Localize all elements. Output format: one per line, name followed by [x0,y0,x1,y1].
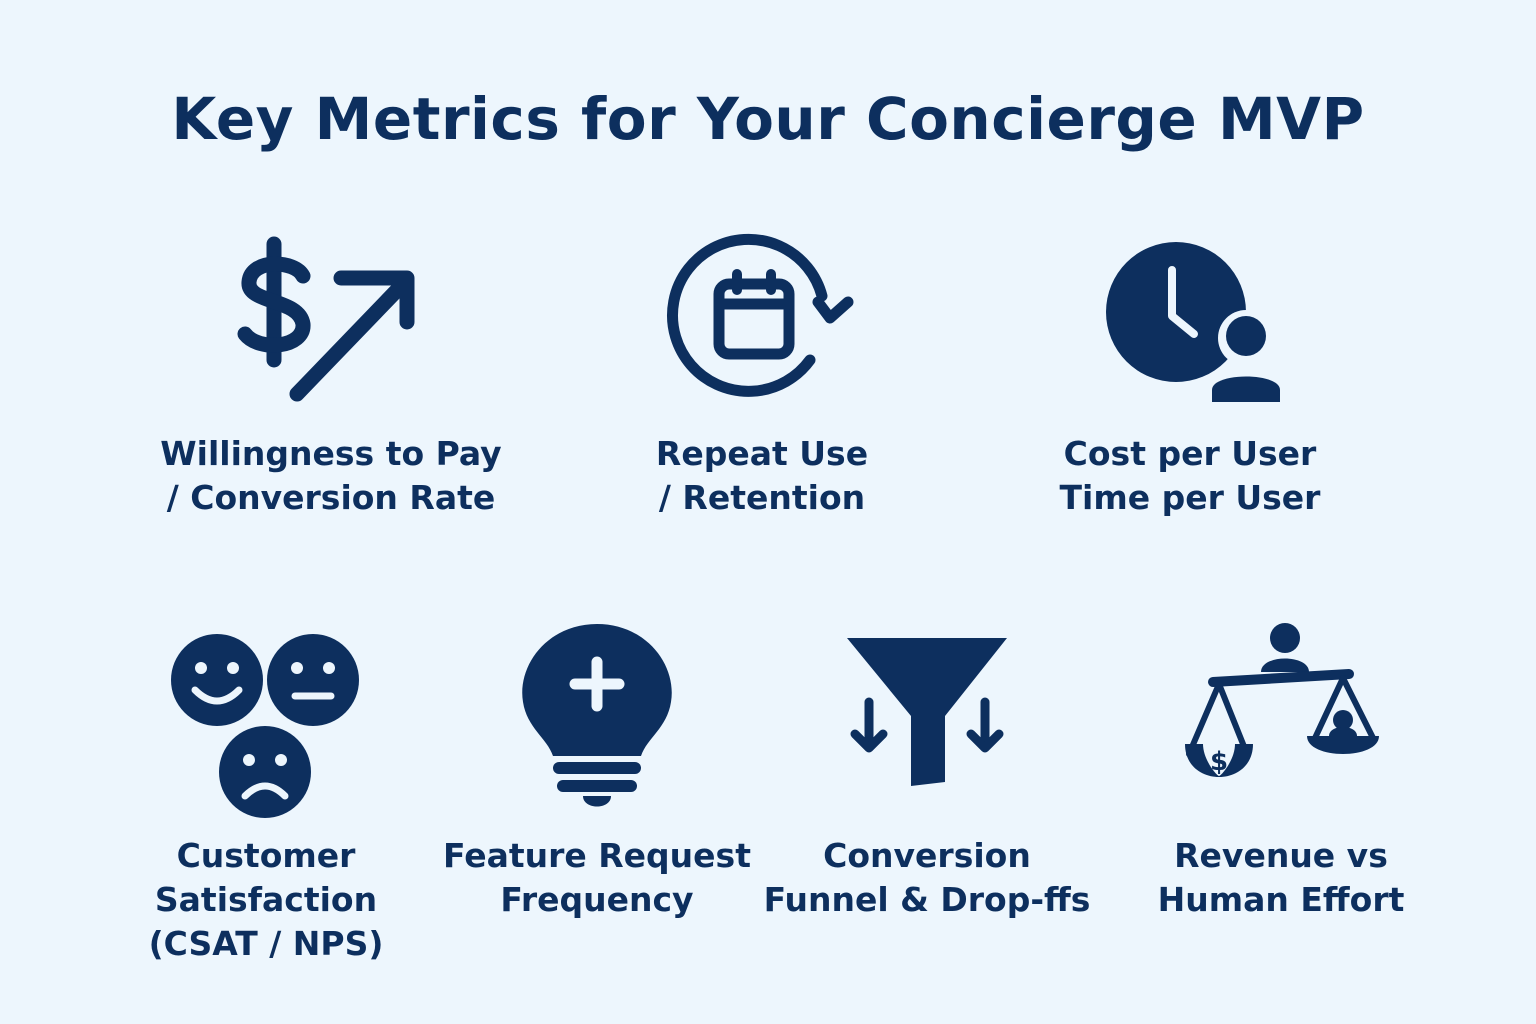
metric-label-line: Human Effort [1157,880,1405,919]
metric-label-line: / Conversion Rate [166,478,496,517]
lightbulb-plus-icon [522,624,672,807]
metric-customer-satisfaction: Customer Satisfaction (CSAT / NPS) [86,620,446,966]
metric-label-line: Willingness to Pay [160,434,502,473]
metric-revenue-vs-human-effort: $ Revenue vs Human Effort [1101,620,1461,922]
metric-repeat-use: Repeat Use / Retention [582,232,942,520]
funnel-arrows-icon [847,638,1007,786]
page-title: Key Metrics for Your Concierge MVP [171,85,1365,153]
metric-label-line: Frequency [500,880,694,919]
clock-user-icon [1106,242,1288,402]
balance-scale-icon: $ [1185,623,1379,777]
metric-willingness-to-pay: Willingness to Pay / Conversion Rate [151,232,511,520]
metric-label-line: Funnel & Drop-ffs [763,880,1091,919]
svg-text:$: $ [1210,747,1228,777]
metric-cost-time-per-user: Cost per User Time per User [1010,232,1370,520]
metric-feature-request-frequency: Feature Request Frequency [417,620,777,922]
metric-label-line: Time per User [1059,478,1321,517]
metric-label-line: Feature Request [443,836,751,875]
metric-label-line: Repeat Use [655,434,869,473]
metric-label-line: Cost per User [1063,434,1317,473]
calendar-repeat-icon [667,233,854,397]
metric-conversion-funnel: Conversion Funnel & Drop-ffs [747,620,1107,922]
metric-label-line: / Retention [658,478,866,517]
metric-label-line: Conversion [823,836,1031,875]
metric-label-line: (CSAT / NPS) [148,924,384,963]
faces-satisfaction-icon [171,634,359,818]
metric-label-line: Revenue vs [1174,836,1388,875]
metric-label-line: Satisfaction [154,880,378,919]
dollar-arrow-up-icon [237,236,415,402]
metric-label-line: Customer [176,836,356,875]
